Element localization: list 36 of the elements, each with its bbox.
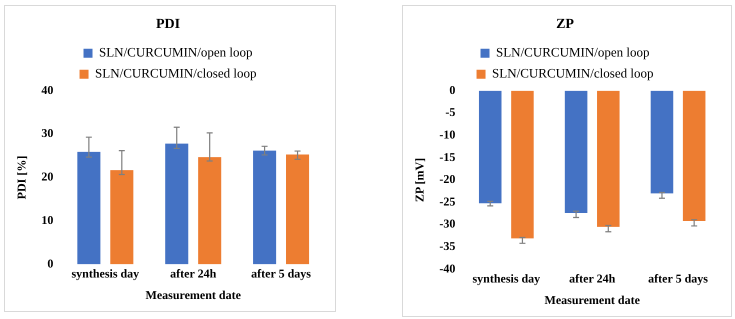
bar: [165, 144, 188, 264]
x-tick-label: synthesis day: [71, 266, 140, 280]
legend-label: SLN/CURCUMIN/open loop: [496, 44, 650, 60]
legend-label: SLN/CURCUMIN/open loop: [99, 44, 252, 60]
y-axis-title: ZP [mV]: [412, 158, 426, 202]
y-tick-label: -35: [439, 238, 456, 253]
y-tick-label: -5: [445, 105, 456, 120]
chart-title: ZP: [556, 17, 574, 32]
y-tick-label: 30: [41, 126, 54, 140]
y-tick-label: 20: [41, 170, 54, 184]
bar: [198, 157, 222, 264]
y-tick-label: -40: [439, 261, 456, 276]
legend-label: SLN/CURCUMIN/closed loop: [95, 66, 256, 81]
bar: [77, 152, 100, 264]
x-tick-label: synthesis day: [472, 271, 540, 286]
y-tick-label: -10: [439, 127, 456, 142]
x-axis-title: Measurement date: [145, 288, 242, 302]
y-tick-label: -30: [439, 216, 456, 231]
y-tick-label: 0: [47, 256, 54, 270]
chart-title: PDI: [156, 17, 180, 32]
x-tick-label: after 5 days: [251, 266, 312, 280]
y-tick-label: -15: [439, 150, 456, 164]
y-tick-label: 40: [41, 82, 54, 97]
bar: [286, 154, 310, 264]
x-tick-label: after 24h: [569, 271, 616, 286]
y-tick-label: -25: [439, 194, 456, 208]
x-tick-label: after 24h: [170, 266, 217, 280]
y-tick-label: -20: [439, 172, 456, 186]
x-tick-label: after 5 days: [648, 271, 708, 286]
bar: [110, 170, 134, 264]
y-tick-label: 10: [41, 212, 54, 227]
x-axis-title: Measurement date: [544, 292, 641, 307]
y-axis-title: PDI [%]: [14, 156, 28, 200]
bar: [253, 150, 276, 264]
legend-label: SLN/CURCUMIN/closed loop: [492, 66, 654, 81]
y-tick-label: 0: [449, 82, 456, 97]
